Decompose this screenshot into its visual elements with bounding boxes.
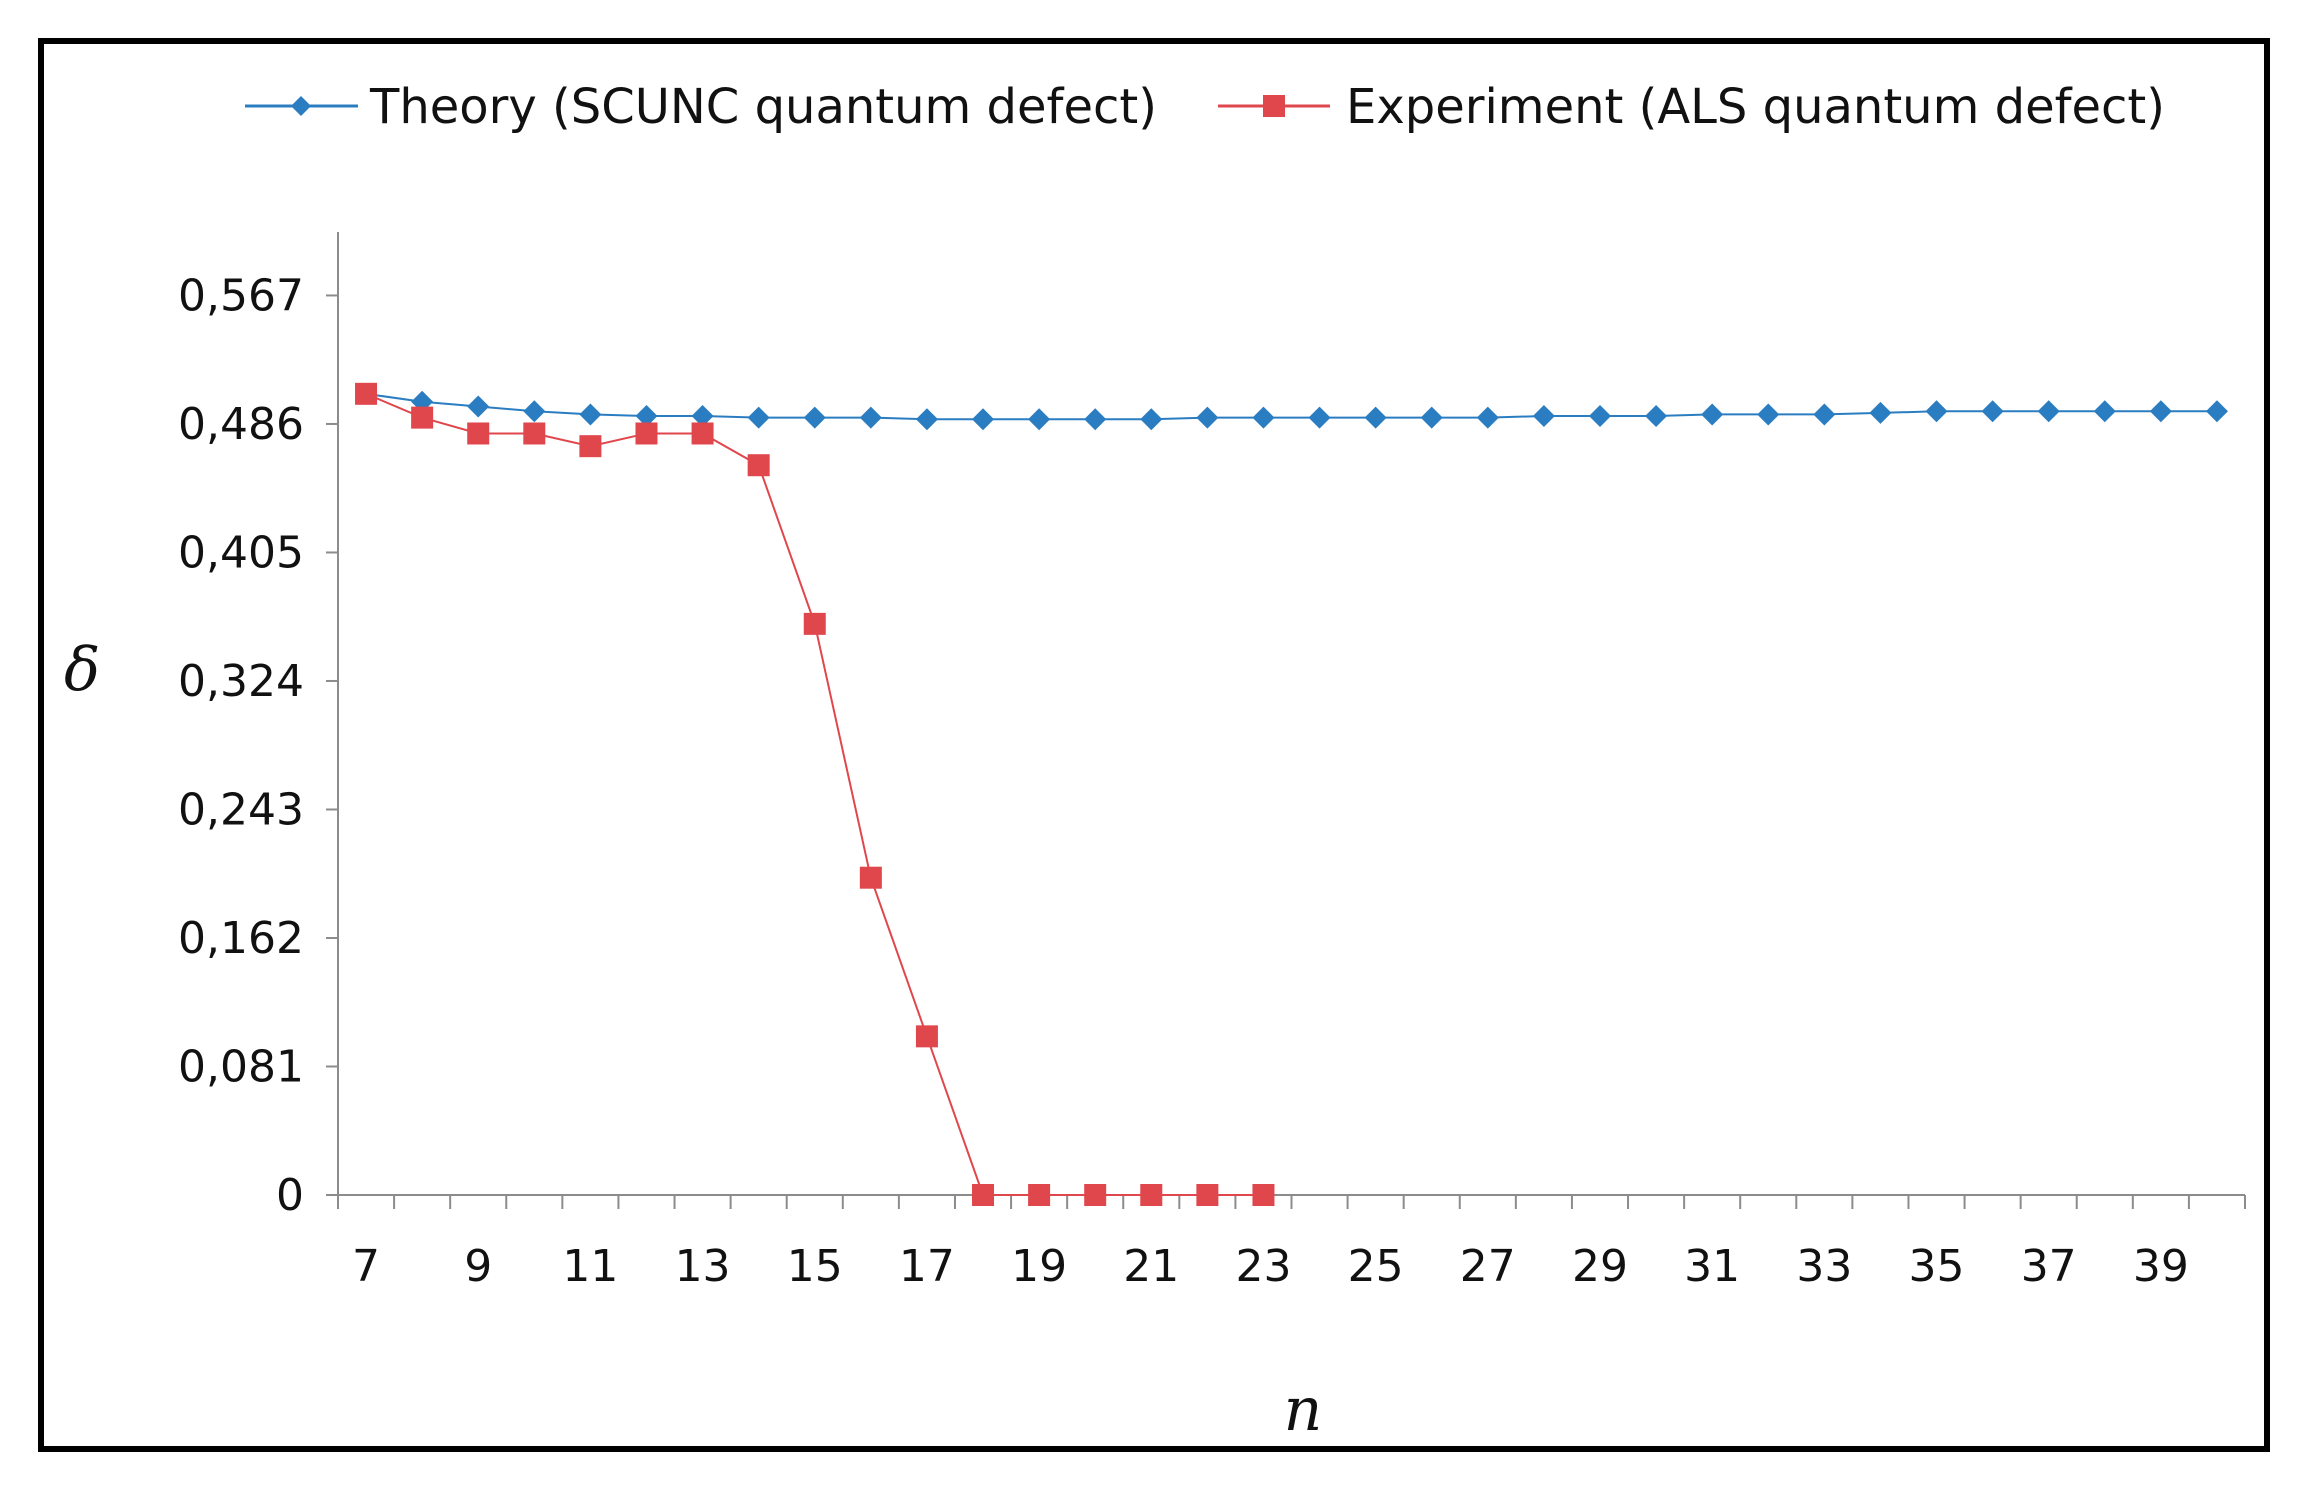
theory-point — [1140, 408, 1163, 431]
experiment-point — [523, 422, 546, 445]
experiment-point — [635, 422, 658, 445]
theory-point — [523, 400, 546, 423]
x-tick-label: 25 — [1348, 1241, 1404, 1292]
theory-point — [1645, 405, 1668, 428]
experiment-point — [859, 866, 882, 889]
experiment-point — [1196, 1184, 1219, 1206]
experiment-point — [355, 382, 378, 405]
experiment-point — [1028, 1184, 1051, 1206]
theory-point — [1925, 400, 1948, 423]
experiment-point — [691, 422, 714, 445]
theory-point — [1476, 406, 1499, 429]
x-tick-label: 7 — [352, 1241, 380, 1292]
axes — [326, 232, 2246, 1209]
figure-frame — [38, 38, 2270, 1452]
experiment-point — [972, 1184, 995, 1206]
y-tick-label: 0,567 — [178, 270, 304, 321]
theory-point — [2149, 400, 2172, 423]
theory-point — [803, 406, 826, 429]
theory-point — [1813, 403, 1836, 426]
experiment-point — [1084, 1184, 1107, 1206]
x-tick-label: 31 — [1684, 1241, 1740, 1292]
theory-point — [1364, 406, 1387, 429]
experiment-point — [579, 435, 602, 458]
theory-point — [915, 408, 938, 431]
x-tick-label: 39 — [2133, 1241, 2189, 1292]
legend-experiment-marker — [1263, 95, 1285, 117]
theory-point — [1420, 406, 1443, 429]
theory-point — [1869, 401, 1892, 424]
x-tick-label: 37 — [2021, 1241, 2077, 1292]
theory-point — [1588, 405, 1611, 428]
theory-point — [1757, 403, 1780, 426]
theory-series-line — [365, 392, 2217, 421]
y-tick-label: 0,162 — [178, 913, 304, 964]
x-tick-label: 29 — [1572, 1241, 1628, 1292]
y-tick-label: 0,405 — [178, 527, 304, 578]
x-tick-label: 27 — [1460, 1241, 1516, 1292]
y-tick-label: 0 — [276, 1170, 304, 1221]
x-axis-title: n — [1284, 1375, 1323, 1445]
experiment-point — [467, 422, 490, 445]
theory-point — [1308, 406, 1331, 429]
theory-point — [467, 395, 490, 418]
theory-point — [2037, 400, 2060, 423]
y-tick-label: 0,324 — [178, 656, 304, 707]
legend-experiment-label: Experiment (ALS quantum defect) — [1346, 79, 2165, 135]
theory-point — [1532, 405, 1555, 428]
theory-point — [635, 405, 658, 428]
x-tick-label: 15 — [787, 1241, 843, 1292]
y-axis-title: δ — [64, 635, 100, 705]
legend-theory-marker — [291, 96, 311, 116]
x-tick-label: 23 — [1235, 1241, 1291, 1292]
theory-point — [1196, 406, 1219, 429]
experiment-point — [803, 612, 826, 635]
experiment-point — [411, 406, 434, 429]
theory-point — [2205, 400, 2228, 423]
x-tick-label: 35 — [1909, 1241, 1965, 1292]
y-tick-label: 0,486 — [178, 399, 304, 450]
theory-point — [859, 406, 882, 429]
theory-point — [579, 403, 602, 426]
y-tick-label: 0,081 — [178, 1041, 304, 1092]
theory-point — [972, 408, 995, 431]
x-tick-label: 21 — [1123, 1241, 1179, 1292]
experiment-point — [1140, 1184, 1163, 1206]
theory-point — [1028, 408, 1051, 431]
x-tick-label: 9 — [464, 1241, 492, 1292]
theory-point — [1981, 400, 2004, 423]
experiment-point — [1252, 1184, 1275, 1206]
experiment-point — [915, 1025, 938, 1048]
x-tick-label: 19 — [1011, 1241, 1067, 1292]
plot-area — [355, 382, 2228, 1206]
legend: Theory (SCUNC quantum defect) Experiment… — [245, 79, 2165, 135]
theory-point — [691, 405, 714, 428]
x-tick-label: 33 — [1796, 1241, 1852, 1292]
y-tick-label: 0,243 — [178, 784, 304, 835]
experiment-point — [747, 454, 770, 477]
x-tick-label: 17 — [899, 1241, 955, 1292]
theory-point — [747, 406, 770, 429]
theory-point — [1252, 406, 1275, 429]
legend-theory-label: Theory (SCUNC quantum defect) — [369, 79, 1157, 135]
x-tick-label: 13 — [675, 1241, 731, 1292]
x-tick-label: 11 — [562, 1241, 618, 1292]
tick-labels: 0 0,081 0,162 0,243 0,324 0,405 0,486 0,567 7 9 11… — [178, 270, 2189, 1292]
theory-point — [1084, 408, 1107, 431]
theory-point — [2093, 400, 2116, 423]
experiment-series-line — [365, 392, 1264, 1196]
theory-point — [1701, 403, 1724, 426]
